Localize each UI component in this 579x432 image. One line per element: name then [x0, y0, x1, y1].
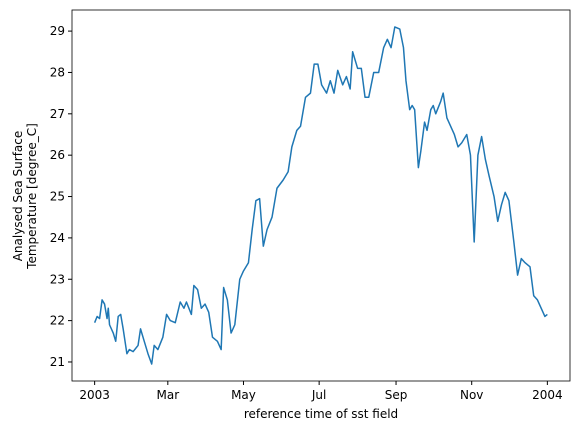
x-tick-label: 2004 — [532, 388, 563, 402]
y-tick-label: 24 — [50, 231, 65, 245]
y-tick-label: 25 — [50, 190, 65, 204]
data-line — [93, 26, 548, 365]
x-axis-label: reference time of sst field — [244, 407, 398, 421]
y-tick-label: 29 — [50, 24, 65, 38]
y-tick-label: 23 — [50, 272, 65, 286]
y-axis-label: Temperature [degree_C] — [25, 123, 39, 270]
y-tick-label: 26 — [50, 148, 65, 162]
x-tick-label: Nov — [460, 388, 483, 402]
x-tick-label: Sep — [385, 388, 408, 402]
x-tick-label: Jul — [311, 388, 326, 402]
y-tick-label: 22 — [50, 314, 65, 328]
y-tick-label: 21 — [50, 355, 65, 369]
y-tick-label: 27 — [50, 107, 65, 121]
x-tick-label: May — [231, 388, 256, 402]
x-tick-label: 2003 — [79, 388, 110, 402]
y-axis-label: Analysed Sea Surface — [11, 131, 25, 262]
axes-frame — [71, 9, 571, 382]
y-tick-label: 28 — [50, 65, 65, 79]
x-tick-label: Mar — [156, 388, 179, 402]
